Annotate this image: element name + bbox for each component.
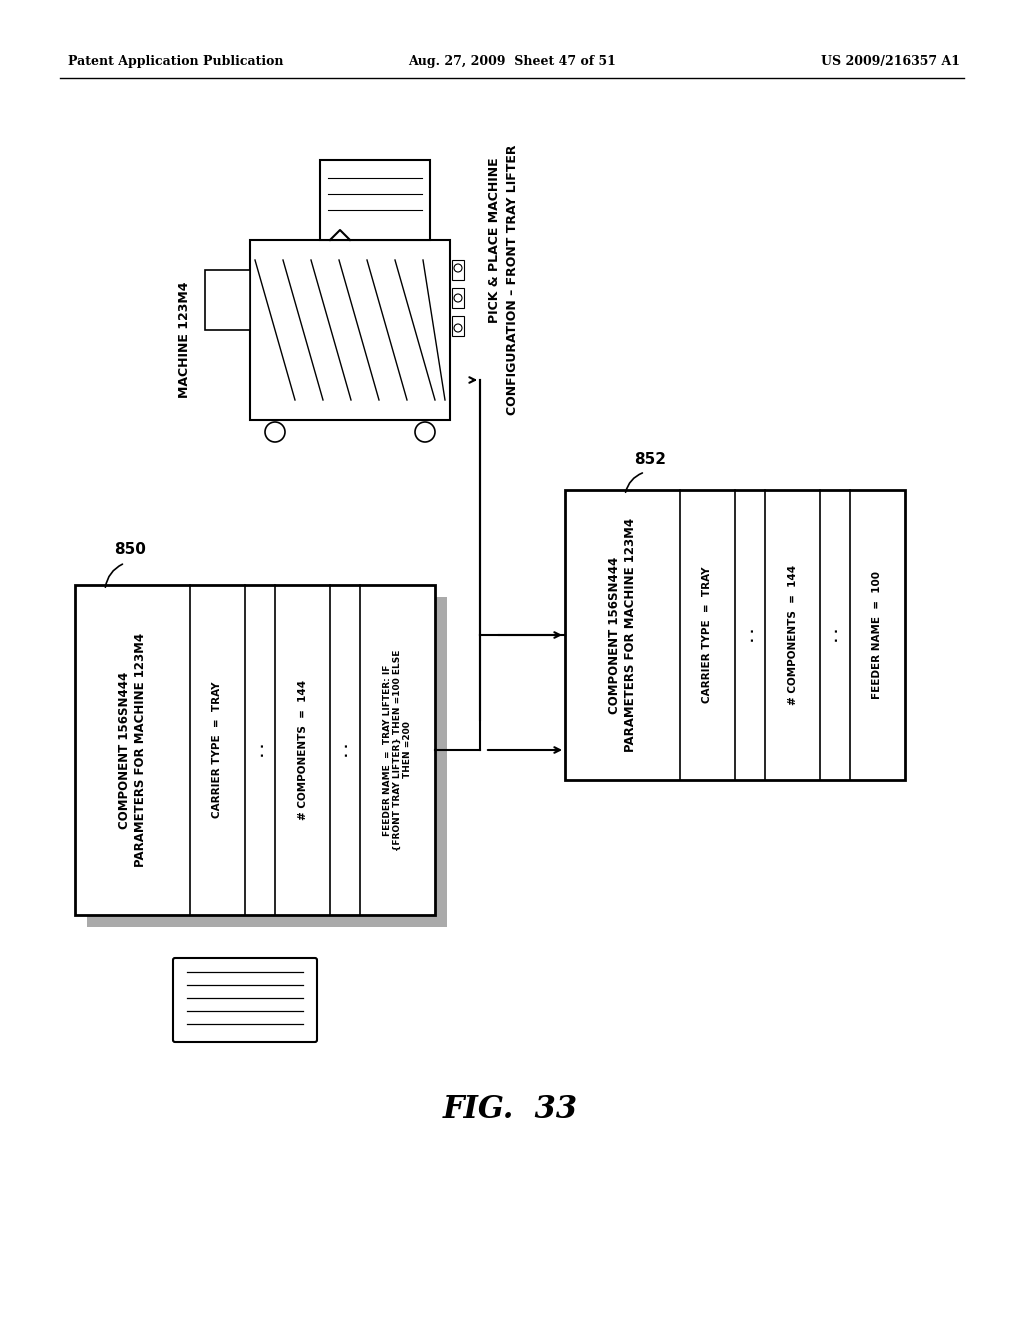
Text: Patent Application Publication: Patent Application Publication: [68, 55, 284, 69]
Text: CARRIER TYPE  =  TRAY: CARRIER TYPE = TRAY: [702, 566, 713, 704]
Text: COMPONENT 156SN444
PARAMETERS FOR MACHINE 123M4: COMPONENT 156SN444 PARAMETERS FOR MACHIN…: [119, 632, 146, 867]
Circle shape: [454, 323, 462, 333]
FancyBboxPatch shape: [173, 958, 317, 1041]
Text: . .: . .: [254, 743, 266, 756]
Text: FEEDER NAME  =  100: FEEDER NAME = 100: [872, 572, 883, 700]
Text: # COMPONENTS  =  144: # COMPONENTS = 144: [787, 565, 798, 705]
Bar: [250, 240, 450, 420]
Circle shape: [454, 264, 462, 272]
Circle shape: [415, 422, 435, 442]
Text: CONFIGURATION – FRONT TRAY LIFTER: CONFIGURATION – FRONT TRAY LIFTER: [507, 145, 519, 416]
Text: PICK & PLACE MACHINE: PICK & PLACE MACHINE: [488, 157, 502, 323]
Circle shape: [265, 422, 285, 442]
Text: US 2009/216357 A1: US 2009/216357 A1: [821, 55, 961, 69]
Bar: [205, 271, 250, 330]
Text: 850: 850: [114, 543, 146, 557]
Text: Aug. 27, 2009  Sheet 47 of 51: Aug. 27, 2009 Sheet 47 of 51: [408, 55, 616, 69]
Text: CARRIER TYPE  =  TRAY: CARRIER TYPE = TRAY: [213, 681, 222, 818]
Circle shape: [454, 294, 462, 302]
Text: COMPONENT 156SN444
PARAMETERS FOR MACHINE 123M4: COMPONENT 156SN444 PARAMETERS FOR MACHIN…: [608, 517, 637, 752]
Bar: [319, 160, 430, 240]
Bar: [452, 260, 464, 280]
Text: . .: . .: [828, 628, 842, 642]
Text: FIG.  33: FIG. 33: [442, 1094, 578, 1126]
Text: 852: 852: [634, 453, 666, 467]
Text: FEEDER NAME  =  TRAY LIFTER: IF
{FRONT TRAY LIFTER} THEN =100 ELSE
THEN =200: FEEDER NAME = TRAY LIFTER: IF {FRONT TRA…: [383, 649, 413, 850]
Bar: [87, 597, 447, 927]
Text: . .: . .: [743, 628, 757, 642]
Bar: [452, 288, 464, 308]
Text: MACHINE 123M4: MACHINE 123M4: [178, 281, 191, 399]
Bar: [75, 585, 435, 915]
Bar: [565, 490, 905, 780]
Bar: [452, 315, 464, 337]
Text: . .: . .: [339, 743, 351, 756]
Text: # COMPONENTS  =  144: # COMPONENTS = 144: [298, 680, 307, 820]
